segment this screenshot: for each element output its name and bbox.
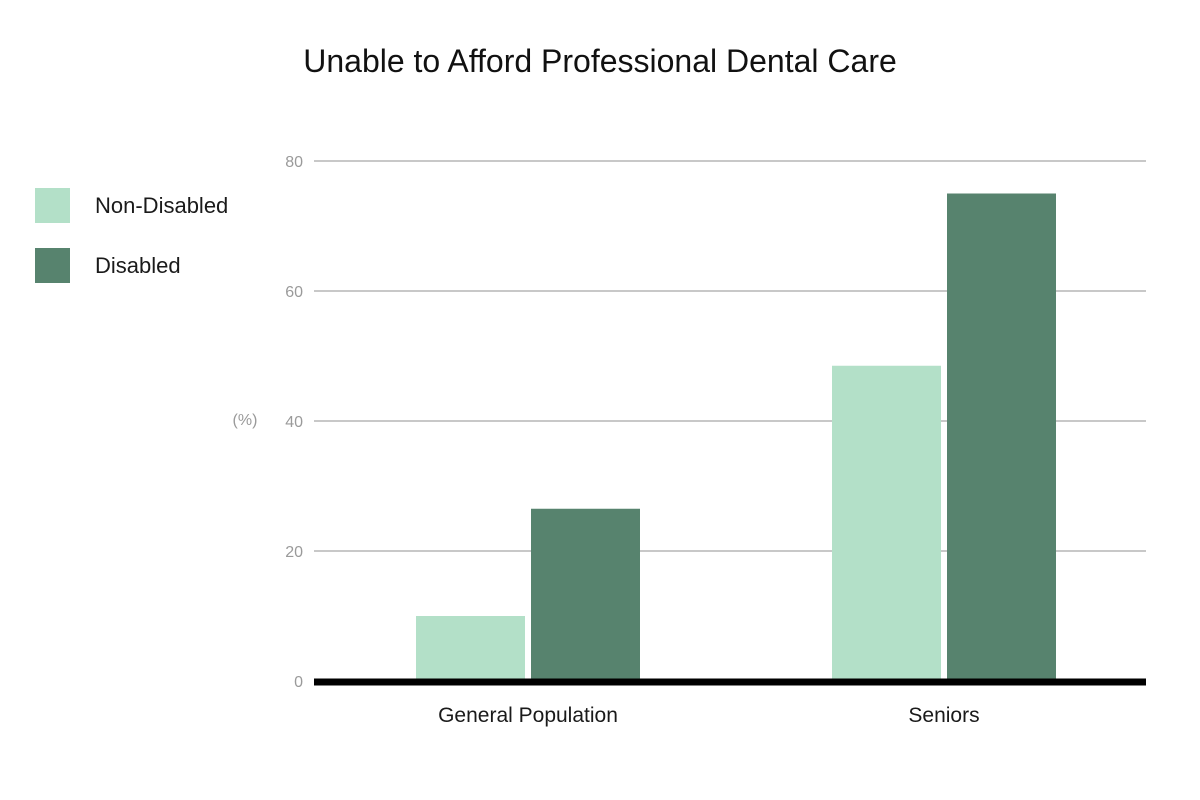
x-tick-label: General Population <box>438 704 618 727</box>
bar-non-disabled-general-population <box>416 616 525 681</box>
bar-disabled-general-population <box>531 508 640 681</box>
y-tick-label: 80 <box>285 154 303 171</box>
y-tick-label: 0 <box>294 674 303 691</box>
legend-label: Non-Disabled <box>95 193 228 218</box>
bars: General Population Seniors <box>416 193 1056 727</box>
bar-non-disabled-seniors <box>832 365 941 681</box>
y-tick-label: 20 <box>285 544 303 561</box>
y-tick-label: 40 <box>285 414 303 431</box>
y-axis-label: (%) <box>233 412 258 429</box>
legend-swatch <box>35 248 70 283</box>
bar-disabled-seniors <box>947 193 1056 681</box>
legend: Non-Disabled Disabled <box>35 188 228 283</box>
y-tick-label: 60 <box>285 284 303 301</box>
legend-swatch <box>35 188 70 223</box>
x-tick-label: Seniors <box>908 704 979 727</box>
chart-title: Unable to Afford Professional Dental Car… <box>303 43 897 79</box>
legend-label: Disabled <box>95 253 181 278</box>
